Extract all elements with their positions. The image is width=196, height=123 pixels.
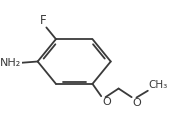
Text: CH₃: CH₃ bbox=[149, 80, 168, 90]
Text: NH₂: NH₂ bbox=[0, 58, 21, 68]
Text: O: O bbox=[132, 98, 141, 108]
Text: O: O bbox=[102, 97, 111, 107]
Text: F: F bbox=[40, 14, 46, 27]
